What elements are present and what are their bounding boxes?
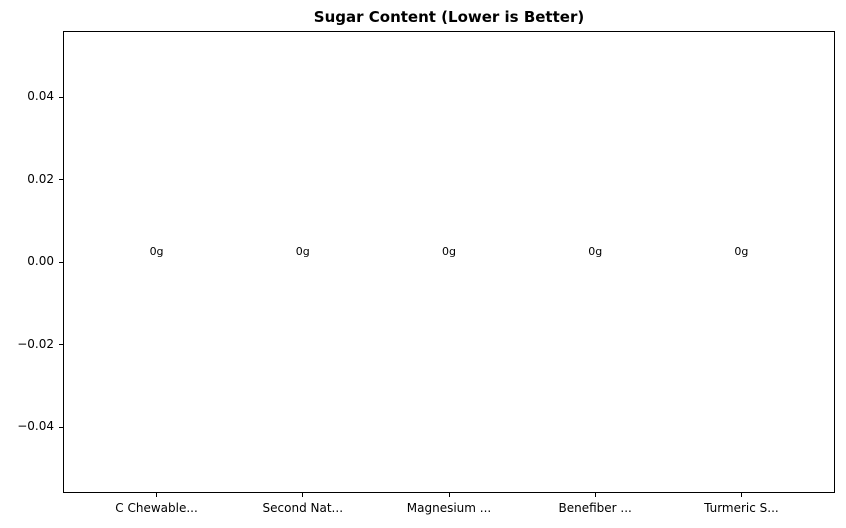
y-tick-mark — [59, 96, 63, 98]
x-tick-mark — [302, 493, 304, 497]
y-tick-mark — [59, 179, 63, 180]
y-tick-mark — [59, 426, 63, 428]
x-tick-mark — [448, 493, 450, 497]
bar-value-label: 0g — [149, 245, 164, 258]
x-tick-label: Turmeric S... — [704, 501, 779, 515]
bar-value-label: 0g — [734, 245, 749, 258]
y-tick-label: 0.04 — [27, 89, 54, 103]
x-tick-label: Benefiber ... — [558, 501, 632, 515]
x-tick-label: Second Nat... — [262, 501, 344, 515]
bar-value-label: 0g — [442, 245, 456, 258]
y-tick-label: −0.04 — [17, 419, 54, 433]
y-tick-label: 0.00 — [27, 254, 54, 268]
x-tick-mark — [156, 493, 158, 497]
x-tick-label: Magnesium ... — [406, 501, 492, 515]
y-tick-mark — [59, 261, 63, 263]
chart-title: Sugar Content (Lower is Better) — [313, 8, 585, 26]
x-tick-mark — [740, 493, 742, 497]
bar-value-label: 0g — [588, 245, 603, 258]
x-tick-mark — [594, 493, 596, 497]
y-tick-label: 0.02 — [27, 171, 54, 186]
y-tick-label: −0.02 — [17, 336, 54, 351]
plot-area — [63, 31, 835, 493]
bar-value-label: 0g — [295, 245, 310, 258]
x-tick-label: C Chewable... — [115, 501, 198, 515]
y-tick-mark — [59, 344, 63, 345]
